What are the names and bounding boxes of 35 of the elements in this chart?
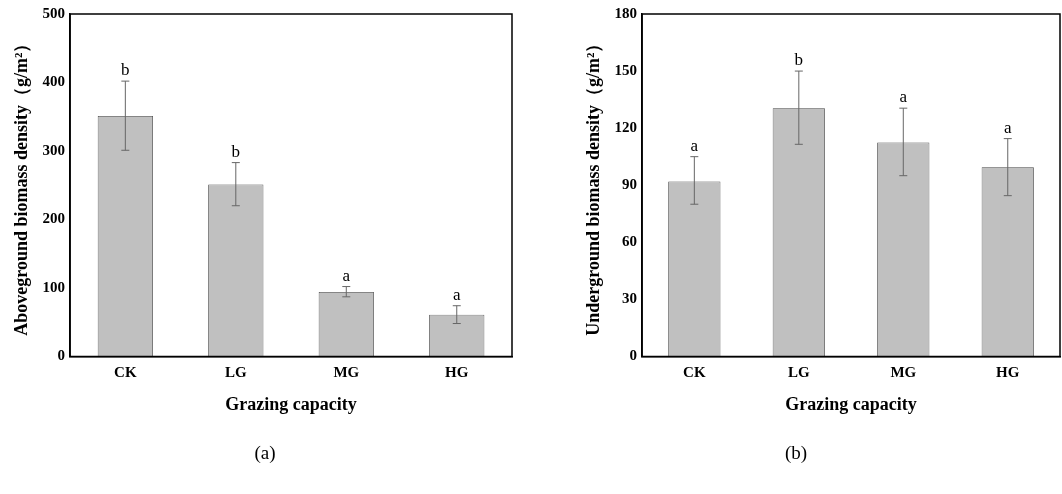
y-tick-label: 0 bbox=[629, 347, 638, 364]
y-tick-label: 30 bbox=[622, 290, 638, 307]
y-tick-label: 500 bbox=[42, 4, 66, 21]
text: (a) bbox=[253, 442, 277, 464]
x-axis-title: Grazing capacity bbox=[785, 393, 917, 414]
y-tick-label: 300 bbox=[42, 141, 66, 158]
x-tick-label: CK bbox=[683, 364, 706, 381]
annotation: a bbox=[899, 87, 908, 107]
y-tick-label: 100 bbox=[42, 278, 66, 295]
text: (b) bbox=[783, 442, 809, 464]
x-tick-label: HG bbox=[445, 364, 469, 381]
annotation: b bbox=[794, 50, 804, 70]
annotation: a bbox=[690, 135, 699, 155]
x-tick-label: LG bbox=[224, 364, 247, 381]
y-tick-label: 0 bbox=[57, 347, 66, 364]
y-tick-label: 150 bbox=[614, 61, 638, 78]
annotation: a bbox=[342, 265, 351, 285]
y-axis-title: Aboveground biomass density（g/m²） bbox=[11, 34, 32, 336]
y-tick-label: 180 bbox=[614, 4, 638, 21]
y-tick-label: 200 bbox=[42, 210, 66, 227]
x-tick-label: MG bbox=[890, 364, 917, 381]
y-tick-label: 90 bbox=[622, 176, 638, 193]
y-tick-label: 120 bbox=[614, 119, 638, 136]
annotation: a bbox=[1003, 117, 1012, 137]
annotation: b bbox=[121, 60, 130, 80]
x-tick-label: CK bbox=[114, 364, 137, 381]
x-tick-label: HG bbox=[996, 364, 1020, 381]
y-tick-label: 60 bbox=[622, 233, 638, 250]
annotation: b bbox=[231, 141, 241, 161]
y-tick-label: 400 bbox=[42, 73, 66, 90]
annotation: a bbox=[452, 284, 461, 304]
x-tick-label: MG bbox=[333, 364, 360, 381]
x-tick-label: LG bbox=[787, 364, 810, 381]
x-axis-title: Grazing capacity bbox=[225, 393, 357, 414]
y-axis-title: Underground biomass density（g/m²） bbox=[583, 34, 604, 336]
